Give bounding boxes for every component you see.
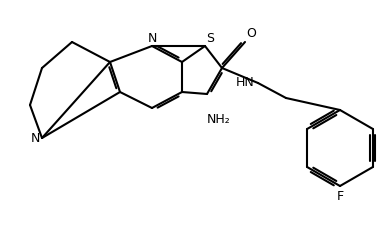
Text: O: O [246,27,256,40]
Text: N: N [30,131,40,145]
Text: NH₂: NH₂ [207,113,231,126]
Text: S: S [206,32,214,45]
Text: F: F [336,190,344,203]
Text: HN: HN [236,76,255,88]
Text: N: N [147,32,157,45]
